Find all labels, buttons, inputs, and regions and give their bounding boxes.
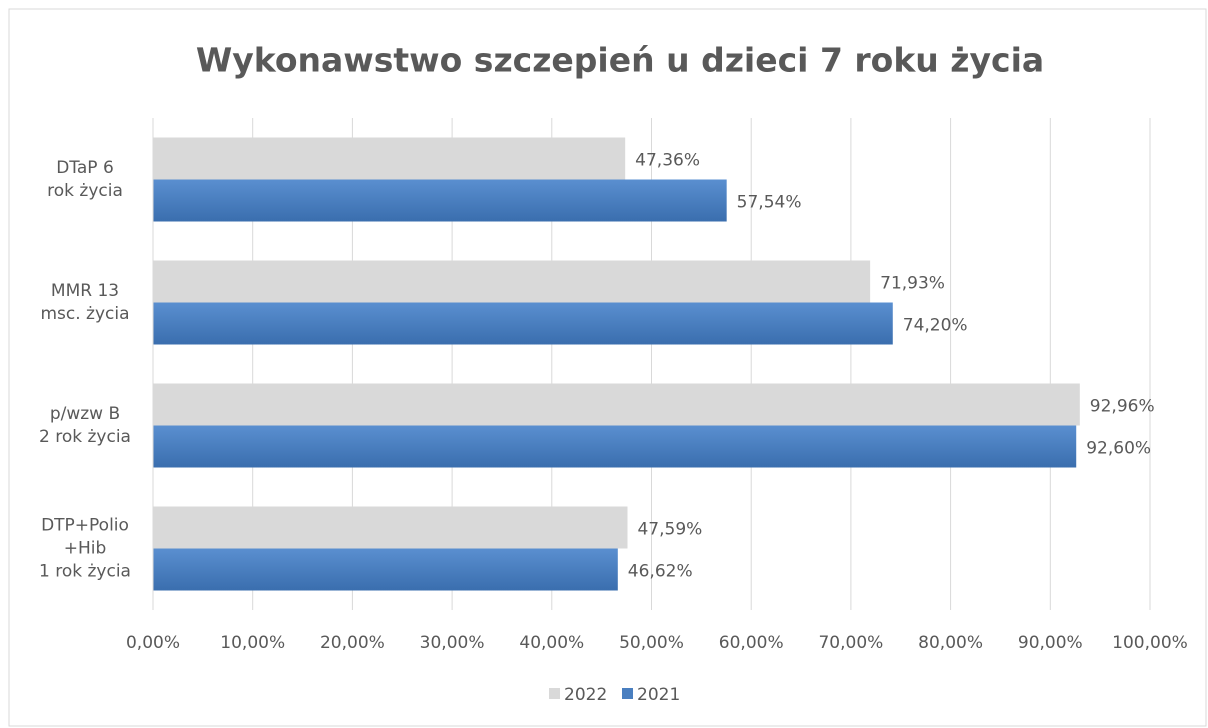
value-label: 71,93% bbox=[880, 274, 945, 294]
x-tick-label: 50,00% bbox=[619, 633, 684, 653]
value-label: 47,36% bbox=[635, 151, 700, 171]
value-label: 57,54% bbox=[737, 193, 802, 213]
bar bbox=[153, 506, 628, 549]
legend-label: 2022 bbox=[564, 685, 607, 705]
value-label: 47,59% bbox=[637, 520, 702, 540]
value-label: 46,62% bbox=[628, 562, 693, 582]
y-tick-label: DTaP 6 rok życia bbox=[47, 158, 123, 201]
chart-frame bbox=[8, 8, 1207, 727]
bar bbox=[153, 302, 893, 345]
x-tick-label: 100,00% bbox=[1112, 633, 1188, 653]
x-tick-label: 30,00% bbox=[420, 633, 485, 653]
x-tick-label: 10,00% bbox=[220, 633, 285, 653]
x-tick-label: 0,00% bbox=[126, 633, 180, 653]
value-label: 92,96% bbox=[1090, 397, 1155, 417]
y-tick-label: DTP+Polio +Hib 1 rok życia bbox=[39, 516, 131, 582]
chart-title: Wykonawstwo szczepień u dzieci 7 roku ży… bbox=[196, 41, 1044, 80]
x-tick-label: 20,00% bbox=[320, 633, 385, 653]
x-tick-label: 70,00% bbox=[818, 633, 883, 653]
x-tick-label: 80,00% bbox=[918, 633, 983, 653]
bar bbox=[153, 383, 1080, 426]
value-label: 74,20% bbox=[903, 316, 968, 336]
legend-label: 2021 bbox=[637, 685, 680, 705]
bar bbox=[153, 179, 727, 222]
x-tick-label: 40,00% bbox=[519, 633, 584, 653]
legend-swatch bbox=[622, 688, 633, 699]
x-tick-label: 90,00% bbox=[1018, 633, 1083, 653]
bar bbox=[153, 425, 1077, 468]
bar bbox=[153, 548, 618, 591]
bar bbox=[153, 260, 871, 303]
legend-swatch bbox=[549, 688, 560, 699]
bar bbox=[153, 137, 626, 180]
y-tick-label: MMR 13 msc. życia bbox=[40, 281, 129, 324]
x-tick-label: 60,00% bbox=[719, 633, 784, 653]
value-label: 92,60% bbox=[1086, 439, 1151, 459]
